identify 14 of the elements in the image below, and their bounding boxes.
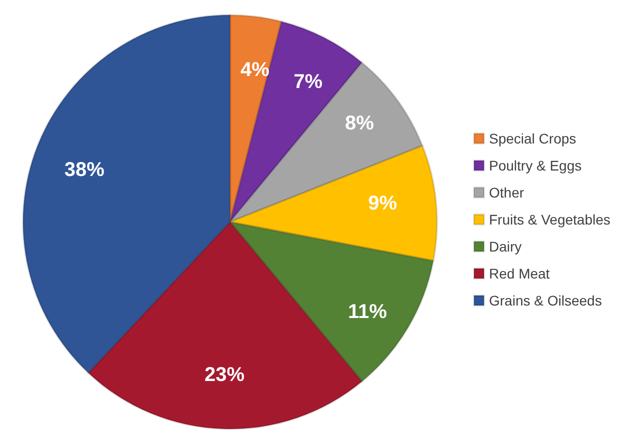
data-label: 38% xyxy=(64,159,105,182)
legend-label: Red Meat xyxy=(489,266,550,282)
legend-label: Grains & Oilseeds xyxy=(489,292,602,308)
legend-label: Poultry & Eggs xyxy=(489,158,582,174)
legend-label: Other xyxy=(489,184,524,200)
legend-label: Fruits & Vegetables xyxy=(489,212,610,228)
data-label: 7% xyxy=(294,70,323,93)
legend-label: Special Crops xyxy=(489,130,576,146)
data-label: 9% xyxy=(368,192,398,215)
legend-label: Dairy xyxy=(489,238,522,254)
data-label: 11% xyxy=(348,301,388,324)
data-label: 4% xyxy=(240,58,270,81)
data-label: 23% xyxy=(204,364,245,386)
data-label: 8% xyxy=(345,112,374,135)
